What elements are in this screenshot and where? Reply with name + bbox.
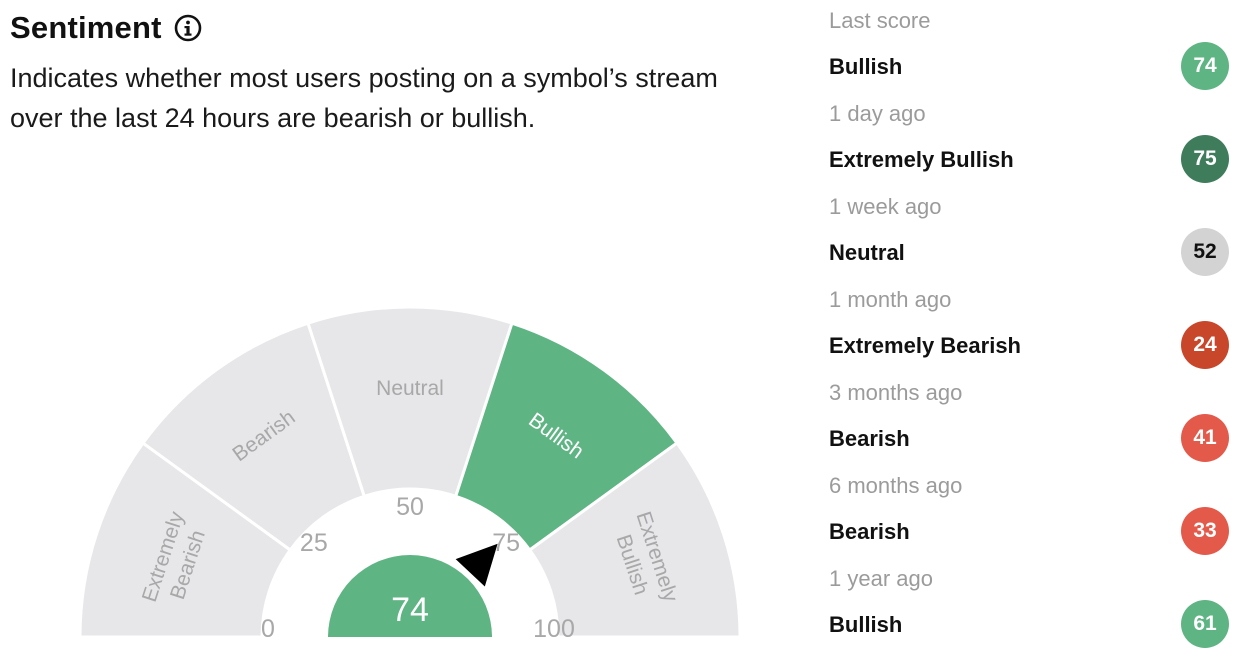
history-score-badge: 75 [1181,135,1229,183]
history-period: 6 months ago [829,473,963,498]
gauge-center-disc [328,555,492,637]
history-label: Bullish [829,54,903,79]
history-score-badge: 74 [1181,42,1229,90]
description: Indicates whether most users posting on … [10,58,810,138]
gauge-tick-0: 0 [261,615,275,643]
gauge-tick-100: 100 [533,615,575,643]
gauge-tick-25: 25 [300,529,328,557]
gauge-needle [455,543,498,587]
sentiment-gauge: ExtremelyBearishBearishNeutralBullishExt… [78,305,742,643]
info-icon[interactable] [174,14,202,42]
history-score-badge: 41 [1181,414,1229,462]
history-score-badge: 24 [1181,321,1229,369]
history-period: 1 year ago [829,566,933,591]
gauge-tick-50: 50 [396,493,424,521]
gauge-tick-75: 75 [492,529,520,557]
description-line-1: Indicates whether most users posting on … [10,63,718,93]
history-score-badge: 33 [1181,507,1229,555]
history-period: 3 months ago [829,380,963,405]
sentiment-panel: Sentiment Indicates whether most users p… [10,0,810,669]
gauge-segment-label-3: Neutral [376,377,444,400]
gauge-value: 74 [391,591,429,629]
history-label: Bearish [829,426,910,451]
history-score-badge: 52 [1181,228,1229,276]
history-label: Bullish [829,612,903,637]
history-score-badge: 61 [1181,600,1229,648]
history-period: Last score [829,8,931,33]
history-period: 1 day ago [829,101,926,126]
gauge-segment-5 [527,440,742,639]
history-label: Neutral [829,240,905,265]
history-period: 1 month ago [829,287,952,312]
sentiment-history: Last score Bullish 74 1 day ago Extremely Bu… [829,0,1239,669]
page-title: Sentiment [10,10,162,45]
history-label: Extremely Bullish [829,147,1014,172]
description-line-2: over the last 24 hours are bearish or bu… [10,103,536,133]
history-label: Bearish [829,519,910,544]
title-row: Sentiment [10,10,202,46]
history-label: Extremely Bearish [829,333,1021,358]
history-period: 1 week ago [829,194,942,219]
